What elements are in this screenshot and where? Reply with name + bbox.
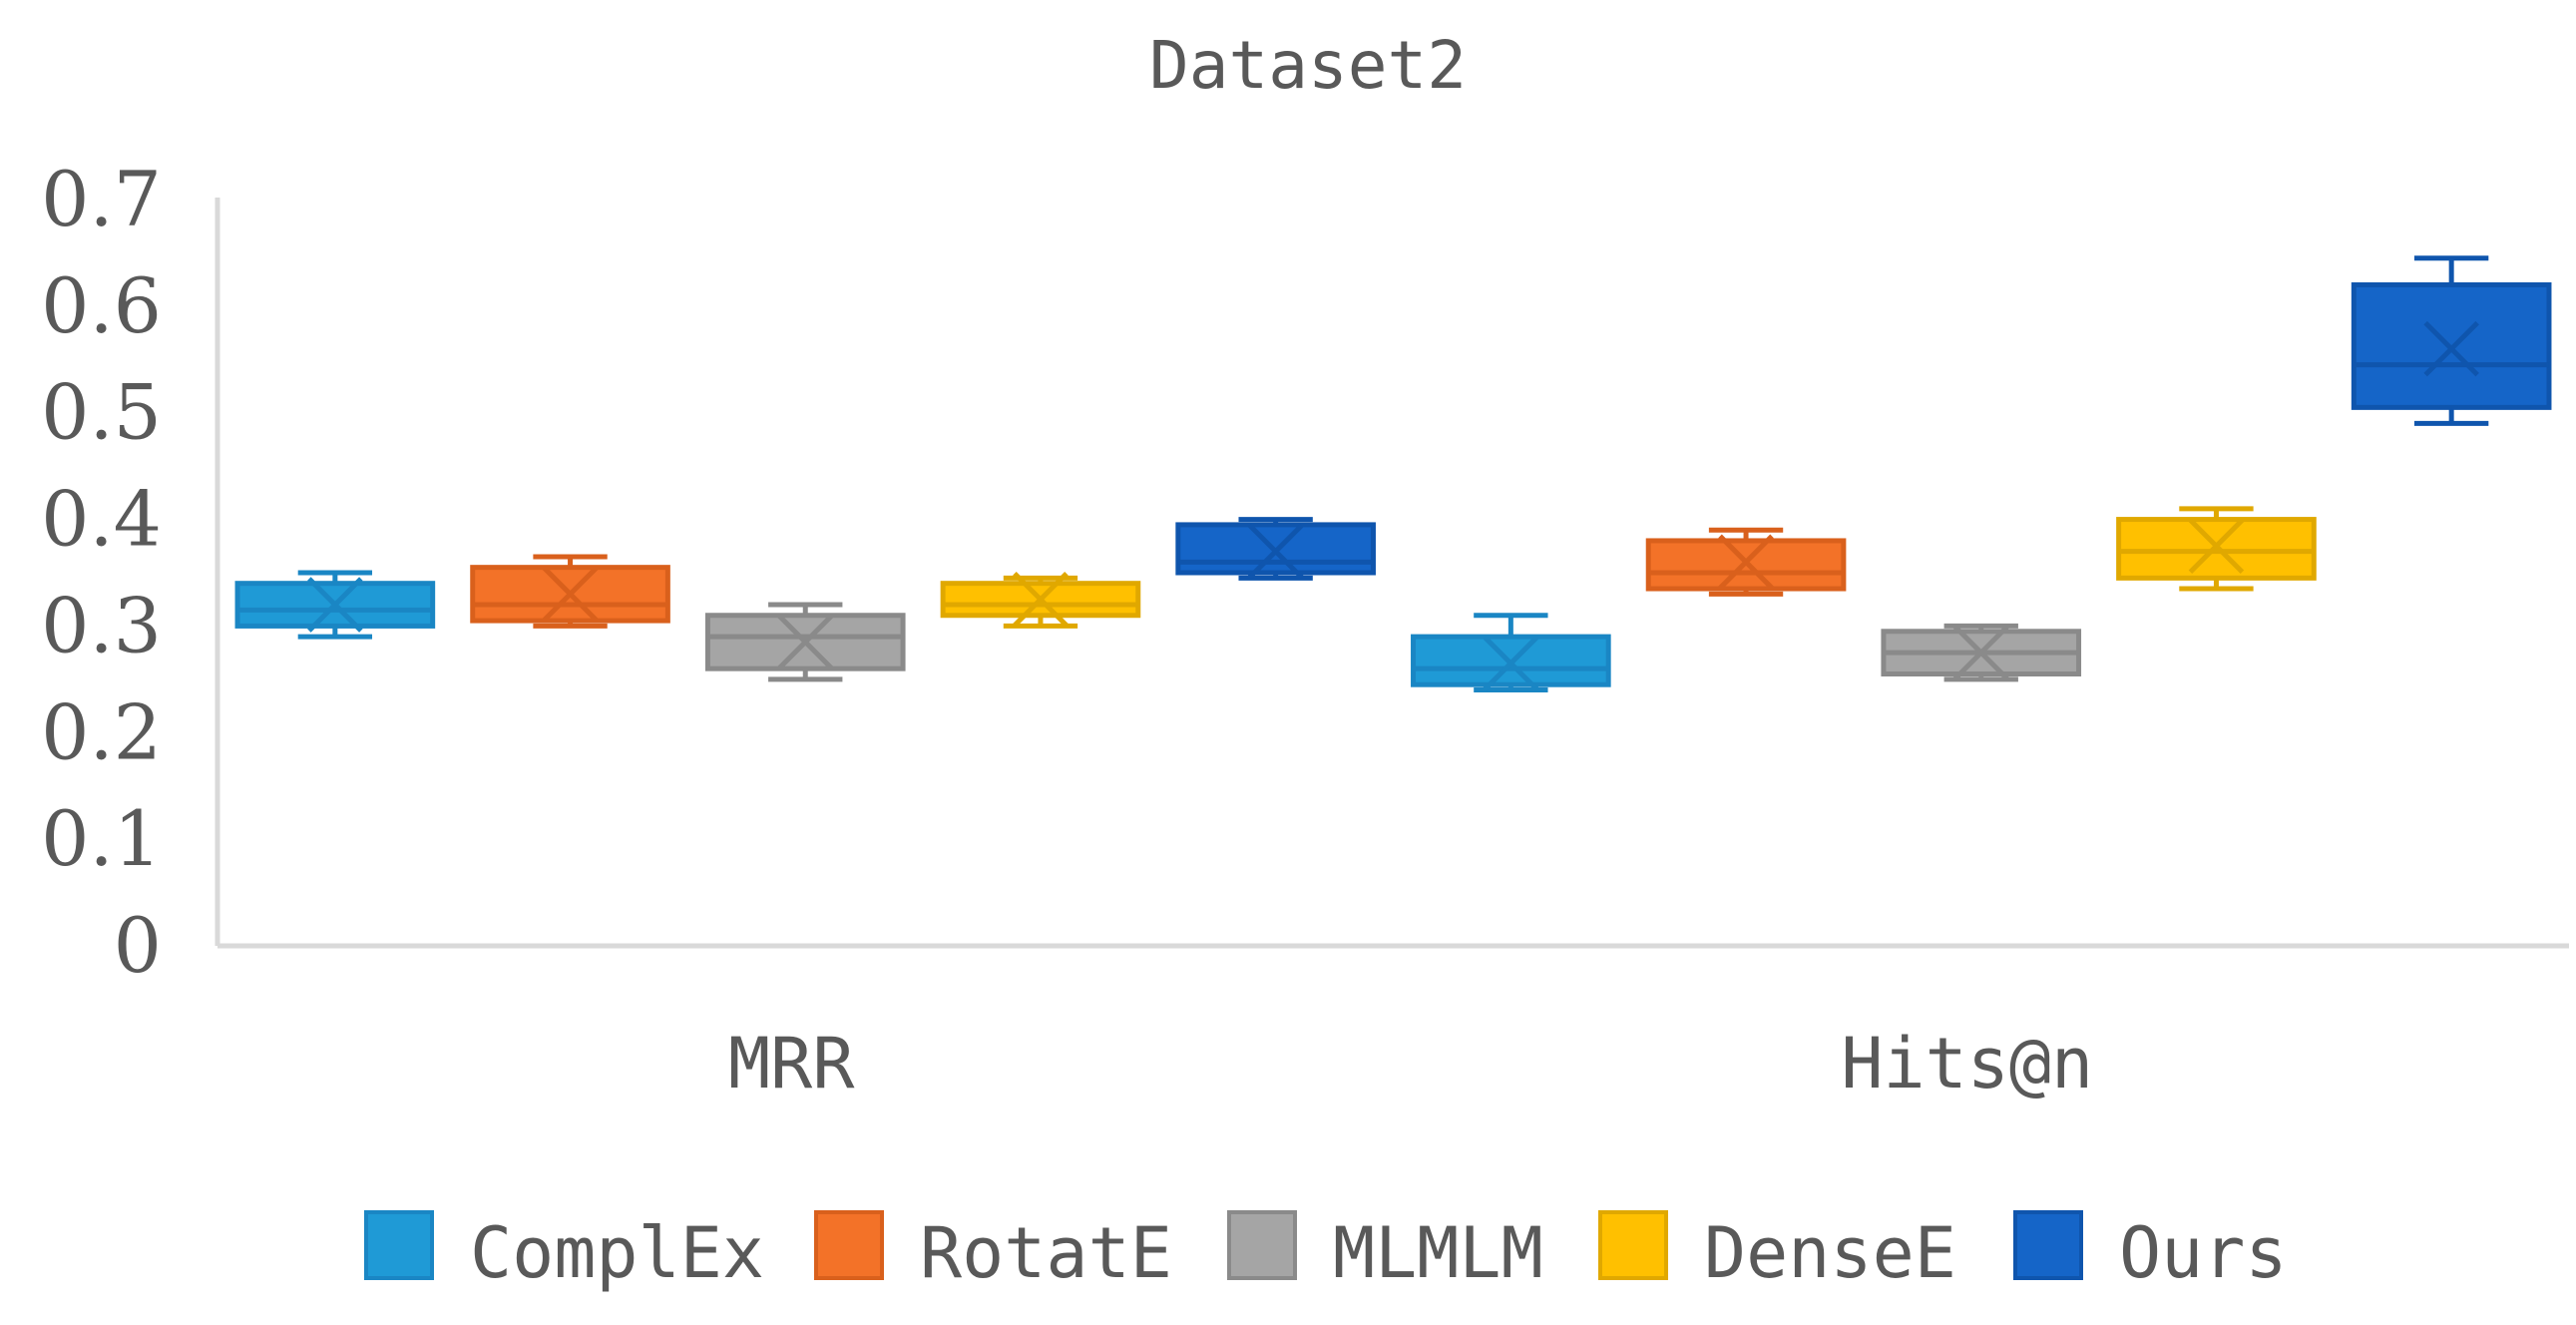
- box-densee-hitsn: [2116, 506, 2317, 592]
- y-tick-label: 0.2: [41, 687, 162, 776]
- iqr-box: [1645, 538, 1847, 592]
- y-tick-label: 0.5: [41, 368, 162, 457]
- legend-swatch: [1598, 1210, 1668, 1280]
- legend-swatch: [814, 1210, 884, 1280]
- box-ours-mrr: [1175, 517, 1376, 581]
- box-complex-hitsn: [1411, 613, 1611, 693]
- y-tick-label: 0.6: [41, 261, 162, 350]
- mean-marker: [1247, 523, 1304, 580]
- y-tick-label: 0.7: [41, 155, 162, 243]
- legend-item-densee: DenseE: [1598, 1210, 1956, 1294]
- legend-item-complex: ComplEx: [364, 1210, 764, 1294]
- legend-item-ours: Ours: [2013, 1210, 2288, 1294]
- box-rotate-hitsn: [1645, 527, 1847, 597]
- mean-marker: [2423, 320, 2479, 377]
- chart-title: Dataset2: [1149, 27, 1467, 104]
- legend-label: DenseE: [1704, 1212, 1956, 1294]
- legend-swatch: [1227, 1210, 1297, 1280]
- x-axis-categories: MRR Hits@n: [728, 1023, 2093, 1104]
- y-tick-label: 0.4: [41, 475, 162, 564]
- box-complex-mrr: [234, 570, 436, 640]
- plot-area: [215, 198, 2569, 949]
- box-densee-mrr: [940, 571, 1141, 629]
- y-tick-label: 0.1: [41, 794, 162, 883]
- iqr-box: [234, 581, 436, 629]
- legend-swatch: [364, 1210, 434, 1280]
- mean-marker: [1952, 625, 2009, 680]
- mean-marker: [777, 614, 834, 670]
- legend-label: MLMLM: [1333, 1212, 1543, 1294]
- box-rotate-mrr: [470, 554, 670, 629]
- legend: ComplEx RotatE MLMLM DenseE Ours: [364, 1210, 2288, 1294]
- legend-label: RotatE: [920, 1212, 1172, 1294]
- box-mlmlm-mrr: [704, 602, 906, 682]
- mean-marker: [1013, 571, 1069, 628]
- mean-marker: [2188, 518, 2245, 575]
- mean-marker: [542, 566, 599, 623]
- category-label: MRR: [728, 1023, 855, 1104]
- y-tick-label: 0: [114, 901, 162, 990]
- mean-marker: [1483, 636, 1539, 691]
- legend-swatch: [2013, 1210, 2083, 1280]
- y-axis-ticks: 0 0.1 0.2 0.3 0.4 0.5 0.6 0.7: [41, 155, 162, 990]
- category-label: Hits@n: [1841, 1023, 2093, 1104]
- legend-label: ComplEx: [470, 1212, 764, 1294]
- y-tick-label: 0.3: [41, 581, 162, 669]
- box-mlmlm-hitsn: [1881, 623, 2082, 682]
- box-ours-hitsn: [2351, 255, 2552, 426]
- mean-marker: [307, 577, 363, 633]
- mean-marker: [1718, 534, 1774, 591]
- legend-label: Ours: [2119, 1212, 2288, 1294]
- legend-item-mlmlm: MLMLM: [1227, 1210, 1543, 1294]
- legend-item-rotate: RotatE: [814, 1210, 1172, 1294]
